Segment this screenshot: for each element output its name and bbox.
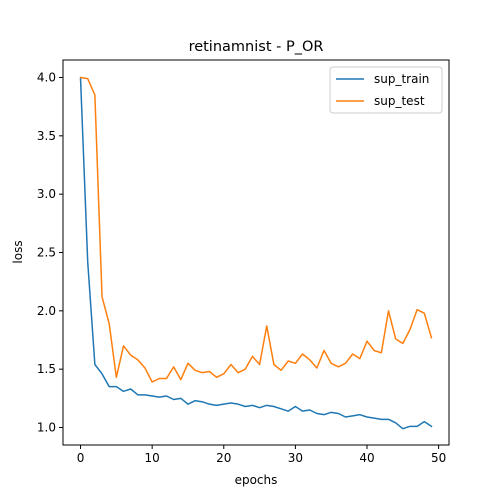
chart-title: retinamnist - P_OR	[189, 39, 324, 55]
plot-area	[79, 76, 433, 430]
y-tick-label: 2.0	[37, 304, 56, 318]
x-tick-label: 0	[77, 451, 85, 465]
axis-ticks: 0 10 20 30 40 50 1.0 1.5 2.0 2.5 3.0 3.5 4.0	[37, 71, 446, 466]
legend: sup_train sup_test	[329, 66, 443, 114]
y-tick-label: 3.5	[37, 129, 56, 143]
y-tick-label: 2.5	[37, 246, 56, 260]
y-axis-label: loss	[11, 240, 25, 263]
x-tick-label: 50	[431, 451, 446, 465]
x-tick-label: 30	[288, 451, 303, 465]
legend-label-sup-train: sup_train	[374, 72, 429, 86]
series-line-sup-test	[79, 76, 433, 383]
y-tick-label: 1.0	[37, 421, 56, 435]
x-tick-label: 40	[359, 451, 374, 465]
y-tick-label: 3.0	[37, 187, 56, 201]
x-tick-label: 20	[216, 451, 231, 465]
x-tick-label: 10	[145, 451, 160, 465]
y-tick-label: 1.5	[37, 362, 56, 376]
x-axis-label: epochs	[235, 473, 278, 487]
legend-label-sup-test: sup_test	[374, 94, 425, 108]
y-tick-label: 4.0	[37, 71, 56, 85]
series-line-sup-train	[79, 77, 433, 430]
